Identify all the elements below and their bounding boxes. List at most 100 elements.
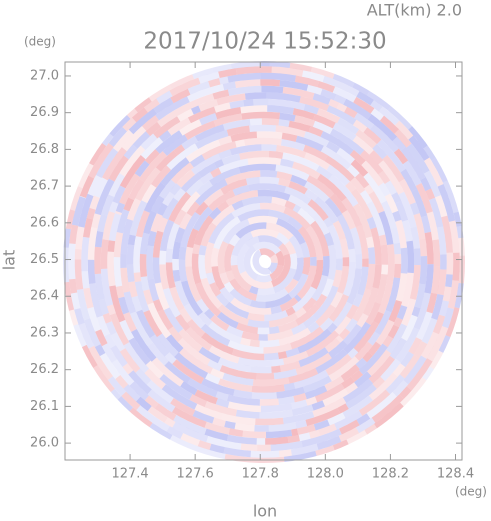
echo-cell [136,405,170,432]
echo-cell [169,434,203,454]
echo-cell [260,403,293,413]
echo-cell [420,215,432,234]
echo-cell [108,201,119,214]
echo-cell [119,348,141,373]
echo-cell [190,105,201,115]
echo-cell [343,321,371,354]
echo-cell [387,324,400,339]
echo-cell [259,202,286,213]
echo-cell [107,251,116,287]
echo-cell [305,225,324,261]
echo-cell [294,115,316,127]
echo-cell [398,178,416,205]
echo-cell [209,443,225,454]
echo-cell [126,198,142,221]
echo-cell [235,139,246,148]
echo-cell [366,89,392,111]
echo-cell [226,325,244,338]
echo-cell [162,197,179,220]
echo-cell [108,155,129,182]
echo-cell [201,378,235,396]
echo-cell [136,309,156,339]
echo-cell [218,149,232,160]
echo-cell [364,184,374,195]
echo-cell [269,61,291,68]
echo-cell [81,236,90,272]
echo-cell [378,210,394,246]
echo-cell [95,148,119,179]
echo-cell [322,388,349,407]
echo-cell [229,278,242,292]
echo-cell [204,241,215,274]
x-tick-label: 128.2 [372,467,409,482]
echo-cell [217,200,230,213]
echo-cell [158,130,172,143]
echo-cell [102,312,112,324]
echo-cell [293,369,329,389]
echo-cell [179,119,202,136]
echo-cell [353,96,375,114]
echo-cell [208,189,236,212]
echo-cell [185,246,194,267]
echo-cell [292,108,316,120]
y-tick-label: 26.1 [30,399,59,414]
echo-cell [336,335,344,343]
echo-cell [183,303,206,329]
echo-cell [426,292,438,314]
echo-cell [259,339,280,348]
echo-cell [304,152,331,171]
echo-cell [332,86,357,103]
echo-cell [248,183,287,193]
echo-cell [189,154,206,168]
echo-cell [208,212,235,245]
echo-cell [419,238,428,257]
echo-cell [359,150,384,175]
echo-cell [400,247,408,274]
echo-cell [395,273,408,302]
echo-cell [186,228,199,249]
echo-cell [129,311,153,347]
echo-cell [63,228,72,248]
echo-cell [178,246,187,261]
echo-cell [456,225,465,239]
echo-cell [94,246,102,275]
echo-cell [118,296,130,315]
echo-cell [408,125,429,149]
echo-cell [294,294,302,303]
echo-cell [352,203,373,239]
echo-cell [302,70,325,83]
echo-cell [332,269,343,288]
echo-cell [345,318,358,333]
echo-cell [102,211,116,241]
echo-cell [178,307,193,323]
echo-cell [211,247,220,267]
echo-cell [247,215,279,225]
echo-cell [365,263,376,291]
echo-cell [364,423,378,436]
echo-cell [192,410,215,424]
echo-cell [225,190,259,207]
echo-cell [159,373,193,400]
echo-cell [315,445,336,458]
echo-cell [153,97,174,114]
echo-cell [185,326,213,351]
echo-cell [199,113,218,126]
echo-cell [195,201,209,216]
echo-cell [215,398,230,408]
echo-cell [289,61,313,72]
echo-cell [161,384,198,410]
echo-cell [303,315,318,329]
echo-cell [131,295,143,312]
echo-cell [344,106,358,119]
echo-cell [334,315,352,335]
echo-cell [311,274,329,302]
echo-cell [260,72,297,82]
echo-cell [448,220,460,253]
echo-cell [282,86,315,100]
echo-cell [265,429,293,439]
echo-cell [421,317,438,344]
echo-cell [370,108,384,121]
echo-cell [212,417,226,428]
echo-cell [324,155,355,182]
echo-cell [200,323,231,347]
